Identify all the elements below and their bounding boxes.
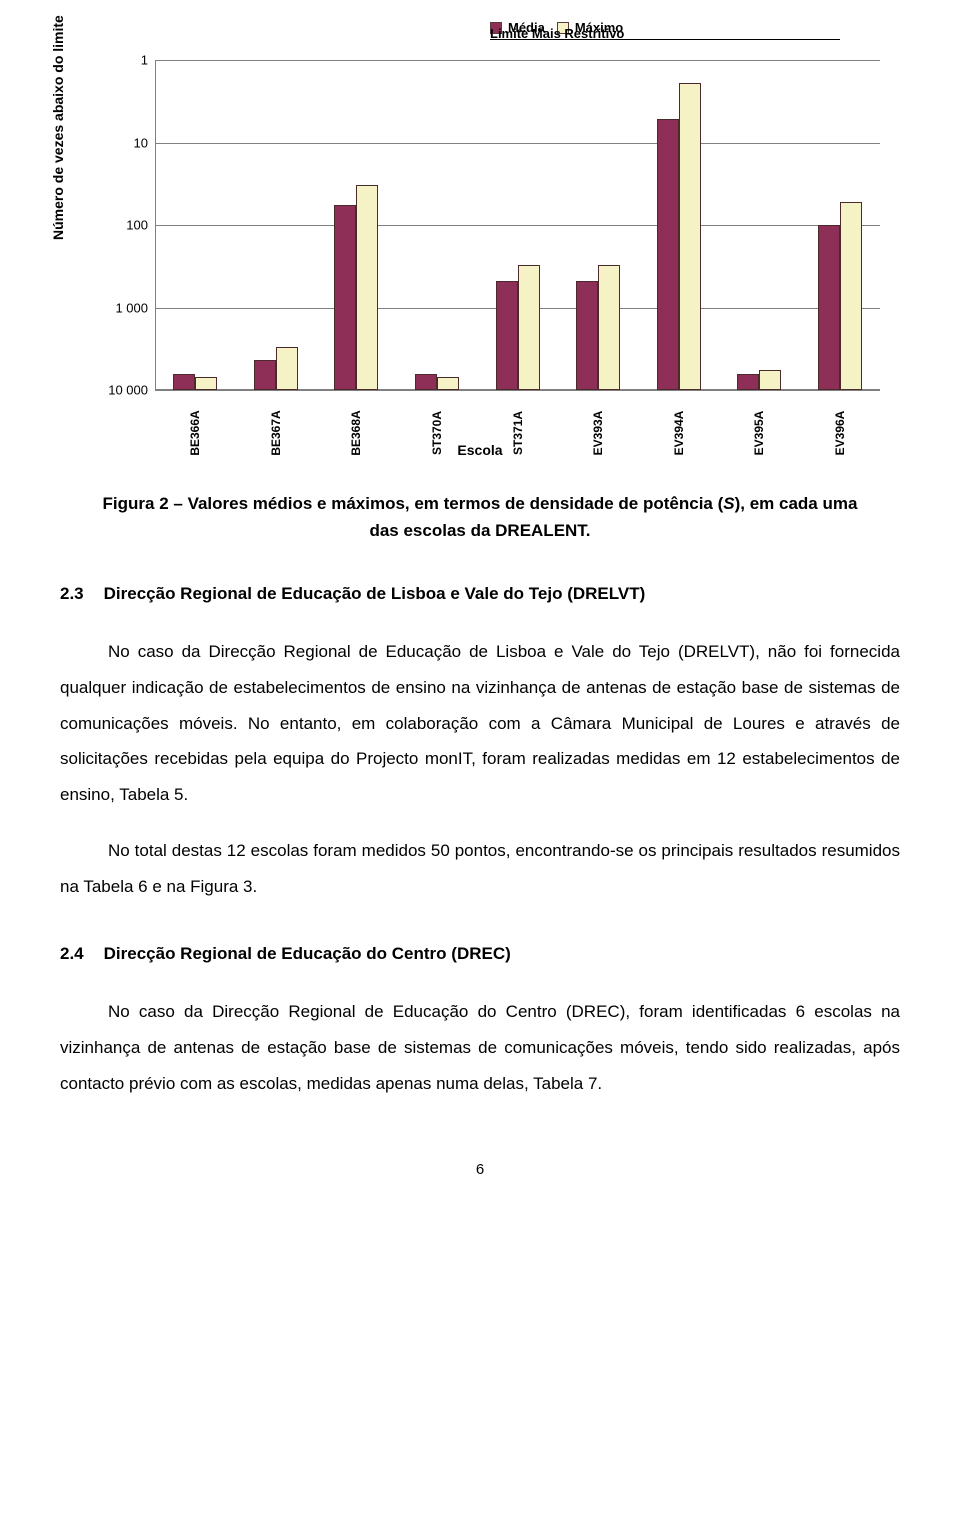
chart-bar-media <box>576 281 598 390</box>
chart-xtick: BE367A <box>269 410 283 455</box>
section-heading-2-3: 2.3 Direcção Regional de Educação de Lis… <box>60 584 900 604</box>
chart-xtick: EV396A <box>833 411 847 456</box>
chart-bar-media <box>254 360 276 390</box>
chart-bar-maximo <box>759 370 781 390</box>
chart-bar-maximo <box>598 265 620 390</box>
chart-ytick: 100 <box>100 218 148 233</box>
chart-bar-group: EV395A <box>719 60 800 390</box>
chart-bar-media <box>173 374 195 391</box>
chart-xtick: BE366A <box>188 410 202 455</box>
chart-ytick: 1 000 <box>100 300 148 315</box>
chart-bar-group: EV396A <box>800 60 881 390</box>
paragraph: No total destas 12 escolas foram medidos… <box>60 833 900 904</box>
page-number: 6 <box>60 1161 900 1178</box>
document-page: Média Máximo Limite Mais Restritivo Núme… <box>0 0 960 1218</box>
chart-container: Média Máximo Limite Mais Restritivo Núme… <box>60 20 900 450</box>
chart-y-axis-label: Número de vezes abaixo do limite <box>50 15 66 240</box>
chart-plot-area: 1 10 100 1 000 10 000 BE366ABE367ABE368A… <box>155 60 880 390</box>
section-number: 2.3 <box>60 584 84 604</box>
chart-bar-maximo <box>195 377 217 390</box>
section-title: Direcção Regional de Educação de Lisboa … <box>104 584 646 604</box>
chart-ytick: 10 000 <box>100 383 148 398</box>
paragraph: No caso da Direcção Regional de Educação… <box>60 634 900 812</box>
caption-text: das escolas da DREALENT. <box>369 521 590 540</box>
caption-symbol: S <box>723 494 734 513</box>
caption-text: Figura 2 – Valores médios e máximos, em … <box>103 494 724 513</box>
chart-bar-group: BE368A <box>316 60 397 390</box>
chart-ytick: 10 <box>100 135 148 150</box>
chart-legend: Média Máximo Limite Mais Restritivo <box>490 20 840 41</box>
chart-xtick: BE368A <box>349 410 363 455</box>
chart-bar-maximo <box>840 202 862 390</box>
chart-bar-maximo <box>679 83 701 390</box>
section-heading-2-4: 2.4 Direcção Regional de Educação do Cen… <box>60 944 900 964</box>
section-title: Direcção Regional de Educação do Centro … <box>104 944 511 964</box>
chart-bar-group: BE366A <box>155 60 236 390</box>
chart-bar-media <box>737 374 759 391</box>
chart-bar-maximo <box>437 377 459 390</box>
chart-bar-maximo <box>518 265 540 390</box>
chart-bar-maximo <box>356 185 378 390</box>
chart-bar-media <box>334 205 356 390</box>
chart-bar-group: EV394A <box>638 60 719 390</box>
chart-xtick: ST370A <box>430 411 444 455</box>
chart-xtick: ST371A <box>511 411 525 455</box>
chart-xtick: EV393A <box>591 411 605 456</box>
chart-bar-group: EV393A <box>558 60 639 390</box>
chart-bar-media <box>657 119 679 390</box>
chart-xtick: EV395A <box>752 411 766 456</box>
section-number: 2.4 <box>60 944 84 964</box>
chart-bar-media <box>496 281 518 390</box>
chart-ytick: 1 <box>100 53 148 68</box>
paragraph: No caso da Direcção Regional de Educação… <box>60 994 900 1101</box>
chart-bars-area: BE366ABE367ABE368AST370AST371AEV393AEV39… <box>155 60 880 390</box>
chart-bar-group: ST370A <box>397 60 478 390</box>
chart-bar-maximo <box>276 347 298 390</box>
chart-x-axis-label: Escola <box>457 442 502 458</box>
chart-bar-media <box>818 225 840 390</box>
figure-caption: Figura 2 – Valores médios e máximos, em … <box>60 490 900 544</box>
chart-bar-media <box>415 374 437 391</box>
caption-text: ), em cada uma <box>735 494 858 513</box>
chart-bar-group: BE367A <box>236 60 317 390</box>
chart-bar-group: ST371A <box>477 60 558 390</box>
chart-xtick: EV394A <box>672 411 686 456</box>
